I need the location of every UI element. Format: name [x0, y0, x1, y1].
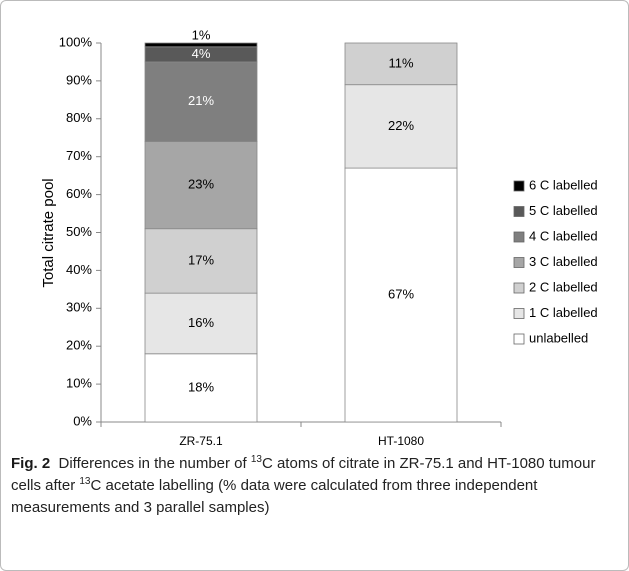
- bar-segment: [144, 228, 258, 294]
- y-tick-label: 40%: [66, 262, 92, 277]
- caption: Fig. 2 Differences in the number of 13C …: [11, 453, 621, 519]
- y-tick-label: 20%: [66, 338, 92, 353]
- data-label: 16%: [188, 315, 214, 330]
- legend-label: 6 C labelled: [529, 177, 598, 192]
- y-tick-label: 10%: [66, 376, 92, 391]
- bar-segment: [344, 84, 458, 169]
- caption-sup: 13: [79, 476, 91, 487]
- data-label: 1%: [192, 27, 211, 42]
- x-tick-label: ZR-75.1: [179, 434, 223, 448]
- legend-label: 4 C labelled: [529, 228, 598, 243]
- caption-text: Differences in the number of: [58, 455, 251, 472]
- legend-swatch: [513, 206, 525, 217]
- y-tick-label: 30%: [66, 300, 92, 315]
- legend-swatch: [513, 257, 525, 268]
- caption-text: C atoms of citrate in ZR-75.1 and HT-108…: [11, 455, 596, 494]
- legend-label: 5 C labelled: [529, 203, 598, 218]
- legend-label: 3 C labelled: [529, 254, 598, 269]
- bar-segment: [144, 61, 258, 142]
- bar-segment: [344, 42, 458, 86]
- data-label: 4%: [192, 46, 211, 61]
- legend-swatch: [513, 180, 525, 192]
- bar-segment: [144, 141, 258, 230]
- data-label: 17%: [188, 252, 214, 267]
- bar-segment: [344, 167, 458, 423]
- bar-segment: [144, 292, 258, 355]
- data-label: 67%: [388, 286, 414, 301]
- data-label: 21%: [188, 93, 214, 108]
- caption-sup: 13: [250, 454, 262, 465]
- y-tick-label: 100%: [59, 34, 93, 49]
- bar-segment: [144, 353, 258, 423]
- legend-label: 1 C labelled: [529, 305, 598, 320]
- y-tick-label: 50%: [66, 224, 92, 239]
- y-tick-label: 60%: [66, 186, 92, 201]
- data-label: 11%: [388, 55, 413, 70]
- legend-label: unlabelled: [529, 330, 588, 345]
- chart: Total citrate pool 0% 10% 20% 30% 40% 50% 60% 7…: [40, 27, 598, 448]
- caption-text: C acetate labelling (% data were calcula…: [11, 477, 538, 516]
- y-tick-label: 90%: [66, 72, 92, 87]
- x-tick-label: HT-1080: [378, 434, 424, 448]
- legend-label: 2 C labelled: [529, 279, 598, 294]
- y-tick-label: 80%: [66, 110, 92, 125]
- data-label: 22%: [388, 118, 414, 133]
- bar-segment: [144, 42, 258, 48]
- y-axis-label: Total citrate pool: [40, 178, 57, 287]
- data-label: 23%: [188, 177, 214, 192]
- y-tick-label: 0%: [73, 413, 92, 428]
- data-label: 18%: [188, 379, 214, 394]
- y-tick-label: 70%: [66, 148, 92, 163]
- legend-swatch: [513, 231, 525, 243]
- caption-label: Fig. 2: [11, 455, 51, 472]
- legend-swatch: [513, 308, 525, 319]
- legend-swatch: [513, 333, 525, 345]
- legend-swatch: [513, 282, 525, 294]
